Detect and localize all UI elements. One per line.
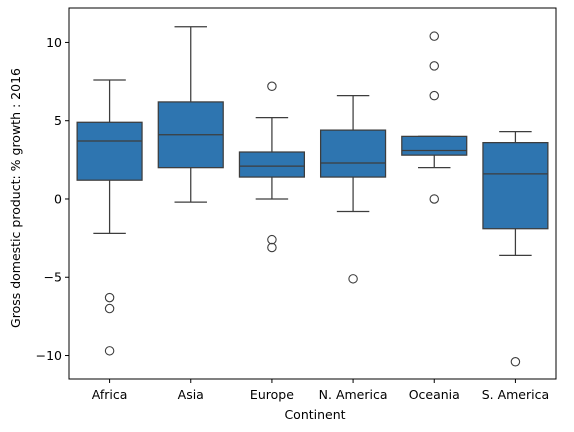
- box-europe: [238, 151, 306, 178]
- outlier-point-africa: [104, 292, 115, 303]
- x-tick-label: Oceania: [409, 387, 460, 402]
- box-oceania: [401, 135, 468, 156]
- outlier-point-oceania: [429, 61, 439, 71]
- y-tick-label: −5: [44, 270, 62, 285]
- box-s-america: [482, 141, 549, 230]
- plot-frame: [68, 7, 557, 380]
- x-tick-label: S. America: [482, 387, 549, 402]
- x-tick-label: N. America: [319, 387, 388, 402]
- outlier-point-europe: [267, 234, 277, 245]
- outlier-point-oceania: [429, 194, 439, 204]
- y-tick-label: 5: [54, 113, 62, 128]
- y-tick-label: −10: [36, 348, 62, 363]
- x-tick-label: Europe: [250, 387, 294, 402]
- outlier-point-oceania: [429, 90, 439, 101]
- outlier-point-oceania: [429, 31, 439, 41]
- x-tick-label: Africa: [92, 387, 128, 402]
- plot-area: −10 −5 0 5 10 Africa Asia Europe N. America Ocean…: [36, 7, 557, 402]
- outlier-point-s-america: [510, 357, 521, 367]
- y-tick-label: 10: [46, 35, 62, 50]
- outlier-point-africa: [104, 346, 115, 356]
- x-axis-label: Continent: [284, 407, 345, 422]
- y-axis-label: Gross domestic product: % growth : 2016: [8, 68, 23, 328]
- outlier-point-europe: [267, 81, 277, 92]
- outlier-point-europe: [267, 242, 277, 253]
- outlier-point-n-america: [348, 274, 358, 284]
- y-tick-label: 0: [54, 191, 62, 206]
- x-tick-label: Asia: [178, 387, 204, 402]
- outlier-point-africa: [104, 303, 115, 314]
- box-africa: [76, 121, 143, 181]
- box-n-america: [319, 129, 387, 178]
